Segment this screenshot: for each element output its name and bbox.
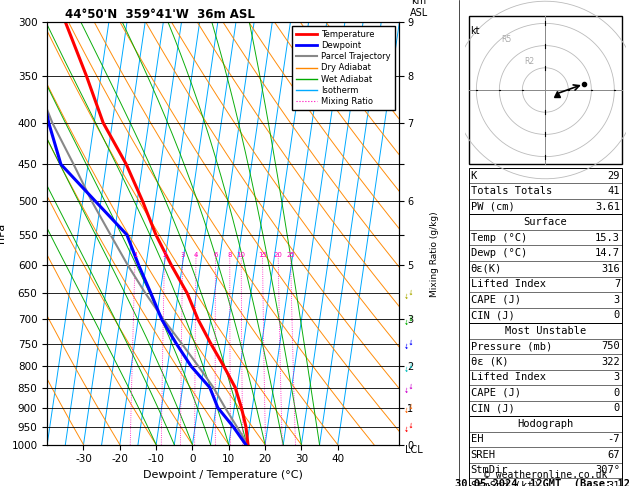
Text: ↙↙: ↙↙ xyxy=(403,313,415,326)
Bar xyxy=(469,323,622,416)
Text: Surface: Surface xyxy=(523,217,567,227)
Text: CIN (J): CIN (J) xyxy=(470,403,515,413)
Legend: Temperature, Dewpoint, Parcel Trajectory, Dry Adiabat, Wet Adiabat, Isotherm, Mi: Temperature, Dewpoint, Parcel Trajectory… xyxy=(292,26,395,110)
Text: 44°50'N  359°41'W  36m ASL: 44°50'N 359°41'W 36m ASL xyxy=(65,8,255,21)
Text: R5: R5 xyxy=(501,35,511,44)
Text: 29: 29 xyxy=(608,171,620,181)
Text: Totals Totals: Totals Totals xyxy=(470,186,552,196)
Text: 67: 67 xyxy=(608,450,620,460)
Text: 3: 3 xyxy=(181,252,185,258)
Text: θε(K): θε(K) xyxy=(470,264,502,274)
Text: SREH: SREH xyxy=(470,450,496,460)
Text: Mixing Ratio (g/kg): Mixing Ratio (g/kg) xyxy=(430,211,438,297)
Text: kt: kt xyxy=(470,26,480,36)
X-axis label: Dewpoint / Temperature (°C): Dewpoint / Temperature (°C) xyxy=(143,470,303,480)
Text: 4: 4 xyxy=(194,252,198,258)
Text: StmDir: StmDir xyxy=(470,465,508,475)
Text: StmSpd (kt): StmSpd (kt) xyxy=(470,481,539,486)
Text: ↙↙: ↙↙ xyxy=(403,338,415,350)
Text: km
ASL: km ASL xyxy=(409,0,428,17)
Text: 0: 0 xyxy=(614,388,620,398)
Text: Hodograph: Hodograph xyxy=(517,419,574,429)
Bar xyxy=(469,168,622,214)
Text: 25: 25 xyxy=(286,252,295,258)
Text: θε (K): θε (K) xyxy=(470,357,508,367)
Text: 0: 0 xyxy=(614,310,620,320)
Text: LCL: LCL xyxy=(404,445,423,455)
Bar xyxy=(469,214,622,323)
Text: 322: 322 xyxy=(601,357,620,367)
Text: K: K xyxy=(470,171,477,181)
Text: 20: 20 xyxy=(274,252,282,258)
Text: ↙↙: ↙↙ xyxy=(403,360,415,372)
Text: 3: 3 xyxy=(614,372,620,382)
Text: 750: 750 xyxy=(601,341,620,351)
Text: ↙↙: ↙↙ xyxy=(403,382,415,394)
Text: CAPE (J): CAPE (J) xyxy=(470,295,521,305)
Text: © weatheronline.co.uk: © weatheronline.co.uk xyxy=(484,470,608,480)
Text: CIN (J): CIN (J) xyxy=(470,310,515,320)
Text: Lifted Index: Lifted Index xyxy=(470,279,545,289)
Text: 7: 7 xyxy=(614,279,620,289)
Text: ↙↙: ↙↙ xyxy=(403,401,415,414)
Text: 8: 8 xyxy=(228,252,232,258)
Text: Pressure (mb): Pressure (mb) xyxy=(470,341,552,351)
Text: 6: 6 xyxy=(213,252,218,258)
Text: R2: R2 xyxy=(524,57,534,67)
Text: CAPE (J): CAPE (J) xyxy=(470,388,521,398)
Text: 31: 31 xyxy=(608,481,620,486)
Text: -7: -7 xyxy=(608,434,620,444)
Text: Dewp (°C): Dewp (°C) xyxy=(470,248,527,258)
Text: ↙↙: ↙↙ xyxy=(403,420,415,433)
Text: 10: 10 xyxy=(237,252,246,258)
Text: 3: 3 xyxy=(614,295,620,305)
Text: 1: 1 xyxy=(133,252,137,258)
Text: 2: 2 xyxy=(162,252,167,258)
Text: 0: 0 xyxy=(614,403,620,413)
Text: 307°: 307° xyxy=(595,465,620,475)
Y-axis label: hPa: hPa xyxy=(0,223,6,243)
Text: Lifted Index: Lifted Index xyxy=(470,372,545,382)
Text: 316: 316 xyxy=(601,264,620,274)
Text: Most Unstable: Most Unstable xyxy=(504,326,586,336)
Text: 14.7: 14.7 xyxy=(595,248,620,258)
Text: 15.3: 15.3 xyxy=(595,233,620,243)
Text: EH: EH xyxy=(470,434,483,444)
Text: PW (cm): PW (cm) xyxy=(470,202,515,212)
Text: Temp (°C): Temp (°C) xyxy=(470,233,527,243)
Bar xyxy=(469,416,622,486)
Text: 41: 41 xyxy=(608,186,620,196)
Bar xyxy=(469,16,622,164)
Text: ↙↙: ↙↙ xyxy=(403,287,415,299)
Text: 3.61: 3.61 xyxy=(595,202,620,212)
Text: 15: 15 xyxy=(258,252,267,258)
Text: 30.05.2024  12GMT  (Base: 12): 30.05.2024 12GMT (Base: 12) xyxy=(455,479,629,486)
